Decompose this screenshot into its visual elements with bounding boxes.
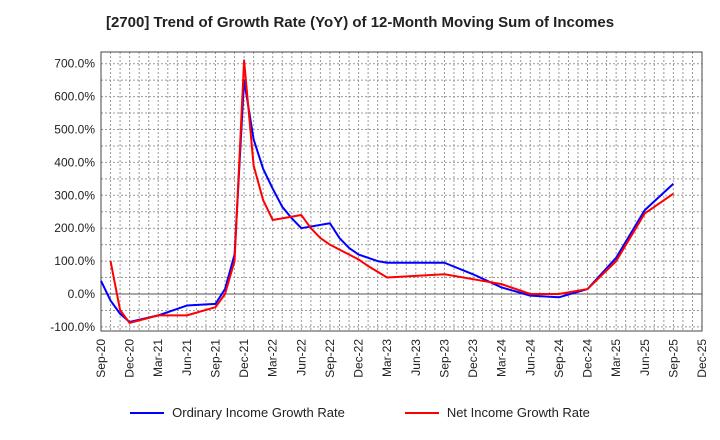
y-tick-label: 500.0% xyxy=(54,123,95,137)
x-tick-label: Dec-24 xyxy=(581,339,595,378)
y-tick-label: 200.0% xyxy=(54,221,95,235)
x-tick-label: Mar-25 xyxy=(609,339,623,377)
plot-area xyxy=(101,52,702,331)
y-tick-label: 300.0% xyxy=(54,188,95,202)
chart-title: [2700] Trend of Growth Rate (YoY) of 12-… xyxy=(105,14,615,31)
legend: Ordinary Income Growth Rate Net Income G… xyxy=(0,405,720,420)
x-tick-label: Sep-20 xyxy=(94,339,108,378)
y-tick-label: 700.0% xyxy=(54,57,95,71)
x-tick-label: Dec-23 xyxy=(466,339,480,378)
x-tick-label: Jun-24 xyxy=(523,339,537,376)
x-tick-label: Jun-22 xyxy=(294,339,308,376)
x-tick-label: Jun-21 xyxy=(180,339,194,376)
x-tick-label: Sep-23 xyxy=(437,339,451,378)
y-tick-label: -100.0% xyxy=(50,320,95,334)
x-tick-label: Sep-25 xyxy=(666,339,680,378)
x-tick-label: Dec-20 xyxy=(123,339,137,378)
x-tick-label: Sep-24 xyxy=(552,339,566,378)
x-tick-label: Sep-21 xyxy=(208,339,222,378)
legend-item-ordinary: Ordinary Income Growth Rate xyxy=(130,405,345,420)
plot-border xyxy=(100,51,703,332)
legend-swatch-blue xyxy=(130,411,165,414)
y-tick-label: 600.0% xyxy=(54,90,95,104)
legend-label: Net Income Growth Rate xyxy=(446,405,590,420)
x-tick-label: Dec-25 xyxy=(695,339,709,378)
x-tick-label: Dec-22 xyxy=(352,339,366,378)
x-tick-label: Jun-25 xyxy=(638,339,652,376)
x-tick-label: Dec-21 xyxy=(237,339,251,378)
x-tick-label: Mar-23 xyxy=(380,339,394,377)
x-tick-label: Jun-23 xyxy=(409,339,423,376)
legend-label: Ordinary Income Growth Rate xyxy=(172,405,345,420)
y-tick-label: 0.0% xyxy=(68,287,96,301)
x-tick-label: Mar-24 xyxy=(495,339,509,377)
legend-swatch-red xyxy=(404,411,439,414)
legend-item-net: Net Income Growth Rate xyxy=(404,405,590,420)
y-tick-label: 400.0% xyxy=(54,155,95,169)
y-tick-label: 100.0% xyxy=(54,254,95,268)
series-line-net-income xyxy=(109,59,674,324)
x-tick-label: Mar-22 xyxy=(266,339,280,377)
x-tick-label: Sep-22 xyxy=(323,339,337,378)
x-tick-label: Mar-21 xyxy=(151,339,165,377)
series-line-ordinary-income xyxy=(100,79,675,323)
